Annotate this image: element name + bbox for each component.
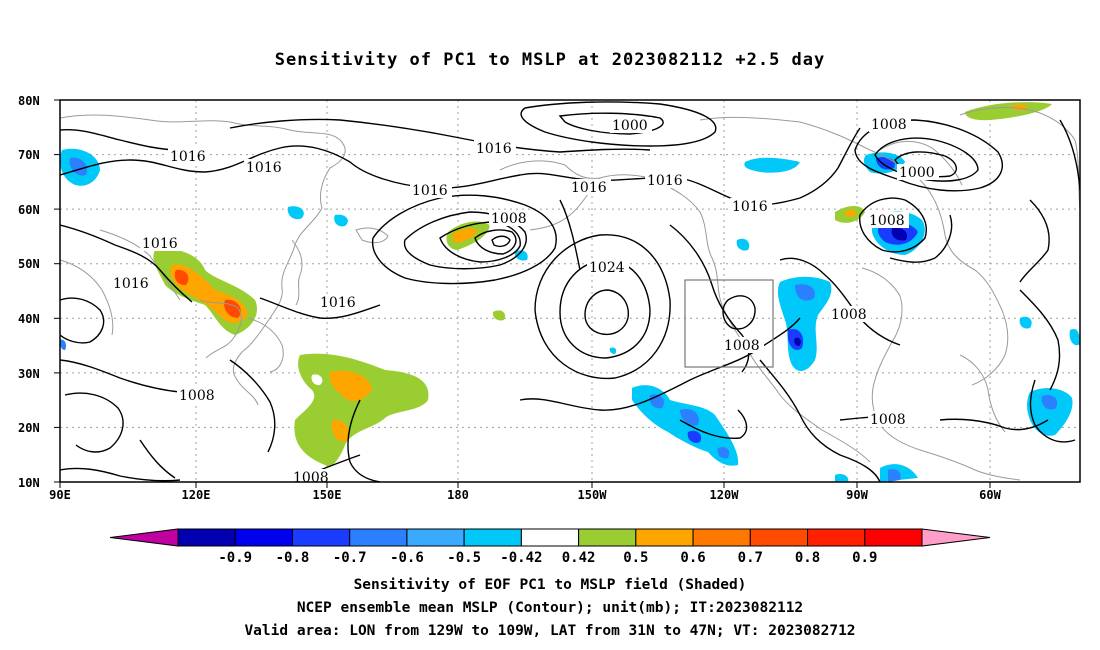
map-title: Sensitivity of PC1 to MSLP at 2023082112… xyxy=(274,50,826,70)
lon-tick-label: 120E xyxy=(182,488,211,502)
colorbar-cell xyxy=(463,528,522,547)
lat-tick-label: 30N xyxy=(18,367,40,381)
colorbar-tick-label: 0.7 xyxy=(738,550,763,566)
contour-label: 1016 xyxy=(113,276,149,292)
caption-block: Sensitivity of EOF PC1 to MSLP field (Sh… xyxy=(0,574,1100,643)
lon-tick-label: 120W xyxy=(710,488,740,502)
caption-line-contour: NCEP ensemble mean MSLP (Contour); unit(… xyxy=(296,600,804,616)
colorbar-tick-label: 0.9 xyxy=(852,550,877,566)
colorbar-cell xyxy=(349,528,408,547)
contour-label: 1008 xyxy=(871,117,907,133)
lat-tick-label: 50N xyxy=(18,257,40,271)
contour-label: 1016 xyxy=(412,183,448,199)
lon-tick-label: 90E xyxy=(49,488,71,502)
contour-label: 1008 xyxy=(870,412,906,428)
valid-area-box xyxy=(684,279,774,368)
lon-tick-label: 150W xyxy=(578,488,608,502)
colorbar-cell xyxy=(635,528,694,547)
lat-tick-label: 60N xyxy=(18,203,40,217)
colorbar-tick-label: 0.8 xyxy=(795,550,820,566)
contour-label: 1000 xyxy=(612,118,648,134)
negative-region-baja xyxy=(777,276,832,372)
colorbar: -0.9 -0.8 -0.7 -0.6 -0.5 -0.42 0.42 0.5 0.6 0.7 0.… xyxy=(110,528,990,566)
colorbar-end-high xyxy=(921,528,990,547)
negative-region-atlantic xyxy=(1027,388,1073,436)
lat-tick-label: 40N xyxy=(18,312,40,326)
colorbar-cell xyxy=(520,528,580,547)
colorbar-tick-label: -0.5 xyxy=(447,550,481,566)
colorbar-tick-label: -0.6 xyxy=(390,550,424,566)
contour-label: 1024 xyxy=(589,260,625,276)
colorbar-cell xyxy=(177,528,236,547)
colorbar-cell xyxy=(864,528,923,547)
contour-label-group: 1000 1000 1008 1008 1008 1008 1008 1008 … xyxy=(111,116,939,486)
contour-label: 1008 xyxy=(869,213,905,229)
latitude-labels: 80N 70N 60N 50N 40N 30N 20N 10N xyxy=(18,94,40,490)
positive-region-west-pacific xyxy=(294,353,429,467)
lon-tick-label: 150E xyxy=(313,488,342,502)
colorbar-tick-label: -0.42 xyxy=(500,550,542,566)
colorbar-cell xyxy=(406,528,465,547)
caption-line-shading: Sensitivity of EOF PC1 to MSLP field (Sh… xyxy=(353,577,747,593)
contour-label: 1008 xyxy=(491,211,527,227)
contour-label: 1016 xyxy=(320,295,356,311)
colorbar-tick-label: -0.7 xyxy=(333,550,367,566)
contour-label: 1016 xyxy=(571,180,607,196)
colorbar-tick-label: -0.9 xyxy=(218,550,252,566)
contour-label: 1008 xyxy=(179,388,215,404)
colorbar-cell xyxy=(807,528,866,547)
lon-tick-label: 60W xyxy=(979,488,1001,502)
colorbar-cell xyxy=(578,528,637,547)
contour-label: 1008 xyxy=(724,338,760,354)
contour-label: 1016 xyxy=(142,236,178,252)
colorbar-cells xyxy=(110,528,990,547)
lat-tick-label: 70N xyxy=(18,148,40,162)
contour-label: 1000 xyxy=(899,165,935,181)
sensitivity-shading xyxy=(60,102,1080,482)
colorbar-end-low xyxy=(110,528,179,547)
colorbar-cell xyxy=(749,528,809,547)
contour-label: 1016 xyxy=(170,149,206,165)
longitude-labels: 90E 120E 150E 180 150W 120W 90W 60W xyxy=(49,488,1001,502)
lat-tick-label: 80N xyxy=(18,94,40,108)
contour-label: 1008 xyxy=(831,307,867,323)
colorbar-tick-label: 0.5 xyxy=(623,550,648,566)
positive-region-arctic xyxy=(965,102,1052,121)
colorbar-tick-label: 0.42 xyxy=(562,550,596,566)
tick-marks xyxy=(54,99,991,488)
colorbar-cell xyxy=(692,528,751,547)
colorbar-cell xyxy=(291,528,351,547)
colorbar-labels: -0.9 -0.8 -0.7 -0.6 -0.5 -0.42 0.42 0.5 0.6 0.7 0.… xyxy=(218,550,877,566)
colorbar-cell xyxy=(234,528,293,547)
contour-label: 1008 xyxy=(293,470,329,486)
contour-label: 1016 xyxy=(732,199,768,215)
map-frame xyxy=(59,99,1081,483)
contour-label: 1016 xyxy=(476,141,512,157)
lon-tick-label: 180 xyxy=(447,488,469,502)
caption-line-valid-area: Valid area: LON from 129W to 109W, LAT f… xyxy=(244,623,856,639)
lon-tick-label: 90W xyxy=(846,488,868,502)
contour-label: 1016 xyxy=(647,173,683,189)
lat-tick-label: 20N xyxy=(18,421,40,435)
colorbar-tick-label: -0.8 xyxy=(276,550,310,566)
contour-label: 1016 xyxy=(246,160,282,176)
colorbar-tick-label: 0.6 xyxy=(680,550,705,566)
lat-tick-label: 10N xyxy=(18,476,40,490)
